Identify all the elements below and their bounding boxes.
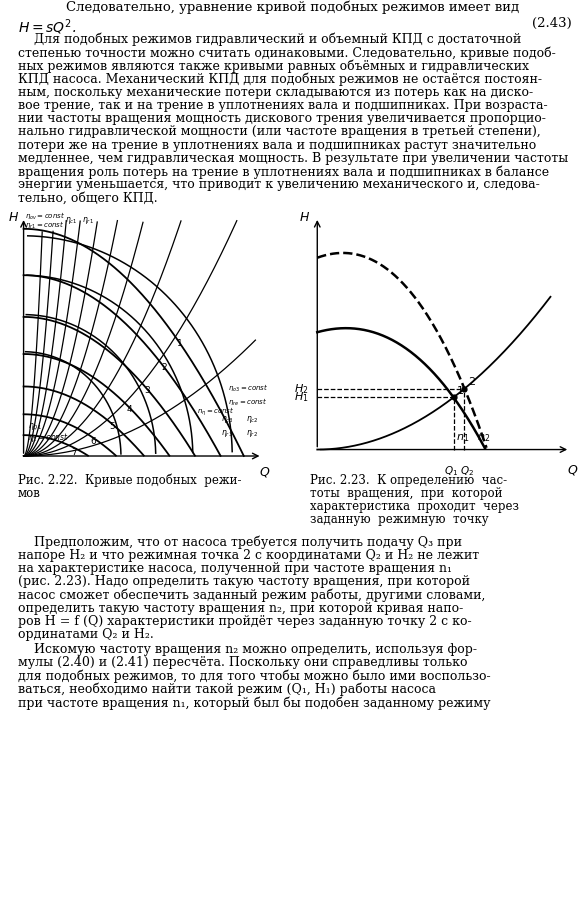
Text: Искомую частоту вращения n₂ можно определить, используя фор-: Искомую частоту вращения n₂ можно опреде… (18, 644, 477, 656)
Text: Предположим, что от насоса требуется получить подачу Q₃ при: Предположим, что от насоса требуется пол… (18, 535, 462, 549)
Text: вое трение, так и на трение в уплотнениях вала и подшипниках. При возраста-: вое трение, так и на трение в уплотнения… (18, 99, 548, 112)
Text: $\eta_{r2}$: $\eta_{r2}$ (246, 428, 258, 439)
Text: на характеристике насоса, полученной при частоте вращения n₁: на характеристике насоса, полученной при… (18, 562, 452, 575)
Text: мов: мов (18, 487, 41, 499)
Text: $n_\eta=const$: $n_\eta=const$ (197, 406, 235, 419)
Text: Следовательно, уравнение кривой подобных режимов имеет вид: Следовательно, уравнение кривой подобных… (66, 0, 519, 14)
Text: $\eta_{c1}$: $\eta_{c1}$ (65, 215, 78, 226)
Text: $\eta_{re}=const$: $\eta_{re}=const$ (228, 397, 267, 409)
Text: $n_2$: $n_2$ (477, 432, 490, 444)
Text: для подобных режимов, то для того чтобы можно было ими воспользо-: для подобных режимов, то для того чтобы … (18, 669, 491, 683)
Text: $H$: $H$ (299, 210, 310, 224)
Text: при частоте вращения n₁, который был бы подобен заданному режиму: при частоте вращения n₁, который был бы … (18, 696, 491, 710)
Text: ным, поскольку механические потери складываются из потерь как на диско-: ным, поскольку механические потери склад… (18, 85, 533, 99)
Text: $\eta_{r1}=const$: $\eta_{r1}=const$ (25, 219, 65, 230)
Text: $Q_2$: $Q_2$ (460, 465, 474, 478)
Text: 1: 1 (457, 386, 464, 396)
Text: нии частоты вращения мощность дискового трения увеличивается пропорцио-: нии частоты вращения мощность дискового … (18, 112, 546, 125)
Text: ных режимов являются также кривыми равных объёмных и гидравлических: ных режимов являются также кривыми равны… (18, 60, 529, 73)
Text: напоре H₂ и что режимная точка 2 с координатами Q₂ и H₂ не лежит: напоре H₂ и что режимная точка 2 с коорд… (18, 549, 479, 562)
Text: $Q_1$: $Q_1$ (444, 465, 458, 478)
Text: ров H = f (Q) характеристики пройдёт через заданную точку 2 с ко-: ров H = f (Q) характеристики пройдёт чер… (18, 615, 471, 628)
Text: нально гидравлической мощности (или частоте вращения в третьей степени),: нально гидравлической мощности (или част… (18, 126, 541, 139)
Text: $H$: $H$ (8, 211, 19, 224)
Text: Для подобных режимов гидравлический и объемный КПД с достаточной: Для подобных режимов гидравлический и об… (18, 33, 521, 47)
Text: ваться, необходимо найти такой режим (Q₁, H₁) работы насоса: ваться, необходимо найти такой режим (Q₁… (18, 683, 436, 696)
Text: вращения роль потерь на трение в уплотнениях вала и подшипниках в балансе: вращения роль потерь на трение в уплотне… (18, 165, 549, 178)
Text: ординатами Q₂ и H₂.: ординатами Q₂ и H₂. (18, 628, 154, 641)
Text: $\eta_{Q1}$: $\eta_{Q1}$ (28, 421, 42, 432)
Text: $Q$: $Q$ (567, 463, 578, 477)
Text: тоты  вращения,  при  которой: тоты вращения, при которой (310, 487, 502, 499)
Text: $\eta_{c2}$: $\eta_{c2}$ (246, 414, 259, 425)
Text: (2.43): (2.43) (532, 17, 572, 30)
Text: степенью точности можно считать одинаковыми. Следовательно, кривые подоб-: степенью точности можно считать одинаков… (18, 46, 556, 60)
Text: 2: 2 (468, 377, 475, 387)
Text: определить такую частоту вращения n₂, при которой кривая напо-: определить такую частоту вращения n₂, пр… (18, 601, 463, 614)
Text: $n_1$: $n_1$ (456, 432, 469, 444)
Text: 6: 6 (90, 437, 96, 446)
Text: 1: 1 (177, 339, 183, 348)
Text: $H_2$: $H_2$ (294, 382, 309, 396)
Text: $\eta_{ov}=const$: $\eta_{ov}=const$ (25, 210, 65, 221)
Text: 5: 5 (109, 422, 114, 431)
Text: $\eta_{r1}$: $\eta_{r1}$ (82, 215, 93, 226)
Text: $\eta_{c3}$: $\eta_{c3}$ (221, 414, 234, 425)
Text: насос сможет обеспечить заданный режим работы, другими словами,: насос сможет обеспечить заданный режим р… (18, 588, 485, 602)
Text: тельно, общего КПД.: тельно, общего КПД. (18, 191, 158, 205)
Text: потери же на трение в уплотнениях вала и подшипниках растут значительно: потери же на трение в уплотнениях вала и… (18, 139, 537, 151)
Text: мулы (2.40) и (2.41) пересчёта. Поскольку они справедливы только: мулы (2.40) и (2.41) пересчёта. Поскольк… (18, 656, 467, 669)
Text: 2: 2 (161, 364, 167, 372)
Text: 4: 4 (127, 406, 132, 414)
Text: характеристика  проходит  через: характеристика проходит через (310, 499, 519, 512)
Text: (рис. 2.23). Надо определить такую частоту вращения, при которой: (рис. 2.23). Надо определить такую часто… (18, 576, 470, 588)
Text: $Q$: $Q$ (259, 465, 271, 479)
Text: Рис. 2.22.  Кривые подобных  режи-: Рис. 2.22. Кривые подобных режи- (18, 474, 241, 487)
Text: Рис. 2.23.  К определению  час-: Рис. 2.23. К определению час- (310, 474, 507, 487)
Text: 7: 7 (71, 448, 76, 456)
Text: $H_1$: $H_1$ (294, 390, 309, 404)
Text: заданную  режимную  точку: заданную режимную точку (310, 512, 488, 526)
Text: $\eta_1=const$: $\eta_1=const$ (28, 431, 69, 443)
Text: $\eta_{o3}=const$: $\eta_{o3}=const$ (228, 383, 268, 395)
Text: $\eta_{r3}$: $\eta_{r3}$ (221, 428, 232, 439)
Text: $H = sQ^2$.: $H = sQ^2$. (18, 17, 76, 37)
Text: КПД насоса. Механический КПД для подобных режимов не остаётся постоян-: КПД насоса. Механический КПД для подобны… (18, 73, 542, 86)
Text: 3: 3 (144, 386, 150, 395)
Text: медленнее, чем гидравлическая мощность. В результате при увеличении частоты: медленнее, чем гидравлическая мощность. … (18, 151, 568, 165)
Text: энергии уменьшается, что приводит к увеличению механического и, следова-: энергии уменьшается, что приводит к увел… (18, 178, 540, 191)
